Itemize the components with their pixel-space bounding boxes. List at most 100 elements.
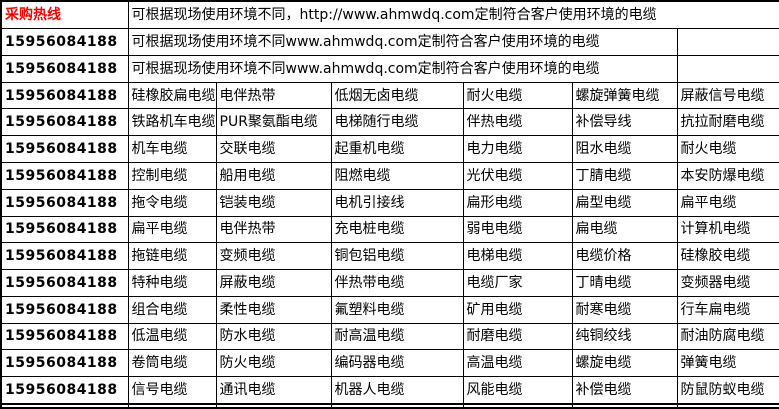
product-keyword-cell: 硅橡胶电缆 [676,242,779,271]
product-keyword-cell: 阻水电缆 [571,135,678,163]
product-keyword-cell: 船用电缆 [215,161,332,190]
product-keyword-cell: 伴热带电缆 [330,269,464,297]
empty-cell [330,403,464,409]
phone-number: 15956084188 [0,135,129,163]
table-row-products: 15956084188 低温电缆 防水电缆 耐高温电缆 耐磨电缆 纯铜绞线 耐油防腐电缆 [0,322,779,351]
product-keyword-cell: 扁形电缆 [462,188,573,217]
product-keyword-cell: 铁路机车电缆 [127,108,217,137]
product-keyword-cell: 电伴热带 [215,81,332,110]
product-keyword-cell: 屏蔽电缆 [215,269,332,297]
empty-cell [215,403,332,409]
table-row-notice: 15956084188 可根据现场使用环境不同www.ahmwdq.com定制符… [0,28,779,56]
product-keyword-cell: 电机引接线 [330,188,464,217]
product-keyword-cell: 低温电缆 [127,322,217,351]
product-keyword-cell: 机车电缆 [127,135,217,163]
phone-number: 15956084188 [0,376,129,406]
table-row-products: 15956084188 控制电缆 船用电缆 阻燃电缆 光伏电缆 丁腈电缆 本安防爆电缆 [0,161,779,190]
product-keyword-cell: 充电桩电缆 [330,215,464,244]
table-row-products: 15956084188 卷筒电缆 防火电缆 编码器电缆 高温电缆 螺旋电缆 弹簧电缆 [0,349,779,378]
product-keyword-cell: 丁腈电缆 [571,161,678,190]
table-row-products: 15956084188 铁路机车电缆 PUR聚氨酯电缆 电梯随行电缆 伴热电缆 补偿导线抗… [0,108,779,137]
product-keyword-cell: 补偿电缆 [571,376,678,406]
product-keyword-cell: 变频电缆 [215,242,332,271]
phone-number: 15956084188 [0,322,129,351]
product-keyword-cell: 屏蔽信号电缆 [676,81,779,110]
product-keyword-cell: 电缆价格 [571,242,678,271]
table-row-hotline: 采购热线 可根据现场使用环境不同，http://www.ahmwdq.com定制… [0,0,779,30]
hotline-label: 采购热线 [0,0,129,30]
product-keyword-cell: 抗拉耐磨电缆 [676,108,779,137]
product-keyword-cell: PUR聚氨酯电缆 [215,108,332,137]
product-keyword-cell: 硅橡胶扁电缆 [127,81,217,110]
product-keyword-cell: 本安防爆电缆 [676,161,779,190]
empty-cell [0,403,129,409]
product-keyword-cell: 控制电缆 [127,161,217,190]
notice-text-row1: 可根据现场使用环境不同，http://www.ahmwdq.com定制符合客户使… [127,0,779,30]
table-row-empty [0,403,779,409]
phone-number: 15956084188 [0,295,129,324]
product-keyword-cell: 柔性电缆 [215,295,332,324]
product-keyword-cell: 弱电电缆 [462,215,573,244]
product-keyword-cell: 扁电缆 [571,215,678,244]
table-row-products: 15956084188 拖链电缆 变频电缆 铜包铝电缆 电梯电缆 电缆价格 硅橡胶电缆 [0,242,779,271]
product-keyword-cell: 耐油防腐电缆 [676,322,779,351]
product-keyword-cell: 耐磨电缆 [462,322,573,351]
empty-cell [676,403,779,409]
product-keyword-cell: 螺旋弹簧电缆 [571,81,678,110]
product-keyword-cell: 交联电缆 [215,135,332,163]
product-keyword-cell: 组合电缆 [127,295,217,324]
product-keyword-cell: 氟塑料电缆 [330,295,464,324]
product-keyword-cell: 防火电缆 [215,349,332,378]
phone-number: 15956084188 [0,54,129,83]
empty-cell [462,403,573,409]
empty-cell [127,403,217,409]
product-keyword-cell: 拖链电缆 [127,242,217,271]
notice-text-row2: 可根据现场使用环境不同www.ahmwdq.com定制符合客户使用环境的电缆 [127,28,678,56]
product-keyword-cell: 通讯电缆 [215,376,332,406]
product-keyword-cell: 电力电缆 [462,135,573,163]
product-keyword-cell: 机器人电缆 [330,376,464,406]
empty-cell [676,54,779,83]
product-keyword-cell: 电伴热带 [215,215,332,244]
empty-cell [676,28,779,56]
product-keyword-cell: 特种电缆 [127,269,217,297]
table-row-products: 15956084188 硅橡胶扁电缆 电伴热带 低烟无卤电缆 耐火电缆 螺旋弹簧电缆 屏蔽信… [0,81,779,110]
product-keyword-cell: 拖令电缆 [127,188,217,217]
product-keyword-cell: 卷筒电缆 [127,349,217,378]
notice-text-row3: 可根据现场使用环境不同www.ahmwdq.com定制符合客户使用环境的电缆 [127,54,678,83]
empty-cell [571,403,678,409]
phone-number: 15956084188 [0,269,129,297]
product-keyword-cell: 耐寒电缆 [571,295,678,324]
product-keyword-cell: 计算机电缆 [676,215,779,244]
phone-number: 15956084188 [0,215,129,244]
product-keyword-cell: 铜包铝电缆 [330,242,464,271]
phone-number: 15956084188 [0,108,129,137]
product-keyword-cell: 电梯随行电缆 [330,108,464,137]
phone-number: 15956084188 [0,81,129,110]
product-keyword-cell: 变频器电缆 [676,269,779,297]
product-keyword-cell: 低烟无卤电缆 [330,81,464,110]
product-keyword-cell: 起重机电缆 [330,135,464,163]
product-keyword-cell: 信号电缆 [127,376,217,406]
product-keyword-cell: 螺旋电缆 [571,349,678,378]
phone-number: 15956084188 [0,161,129,190]
product-keyword-cell: 扁平电缆 [127,215,217,244]
product-keyword-cell: 高温电缆 [462,349,573,378]
table-row-products: 15956084188 机车电缆 交联电缆 起重机电缆 电力电缆 阻水电缆 耐火电缆 [0,135,779,163]
product-keyword-cell: 丁晴电缆 [571,269,678,297]
product-keyword-cell: 伴热电缆 [462,108,573,137]
table-row-products: 15956084188 信号电缆 通讯电缆 机器人电缆 风能电缆 补偿电缆 防鼠防蚁电缆 [0,376,779,406]
table-row-products: 15956084188 拖令电缆 铠装电缆 电机引接线 扁形电缆 扁型电缆 扁平电缆 [0,188,779,217]
product-keyword-cell: 铠装电缆 [215,188,332,217]
product-keyword-cell: 耐火电缆 [676,135,779,163]
product-keyword-cell: 编码器电缆 [330,349,464,378]
product-keyword-cell: 纯铜绞线 [571,322,678,351]
product-keyword-cell: 电缆厂家 [462,269,573,297]
table-row-notice: 15956084188 可根据现场使用环境不同www.ahmwdq.com定制符… [0,54,779,83]
table-row-products: 15956084188 特种电缆 屏蔽电缆 伴热带电缆 电缆厂家 丁晴电缆 变频器电缆 [0,269,779,297]
product-keyword-cell: 风能电缆 [462,376,573,406]
product-keyword-cell: 行车扁电缆 [676,295,779,324]
product-keyword-cell: 弹簧电缆 [676,349,779,378]
product-keyword-cell: 矿用电缆 [462,295,573,324]
